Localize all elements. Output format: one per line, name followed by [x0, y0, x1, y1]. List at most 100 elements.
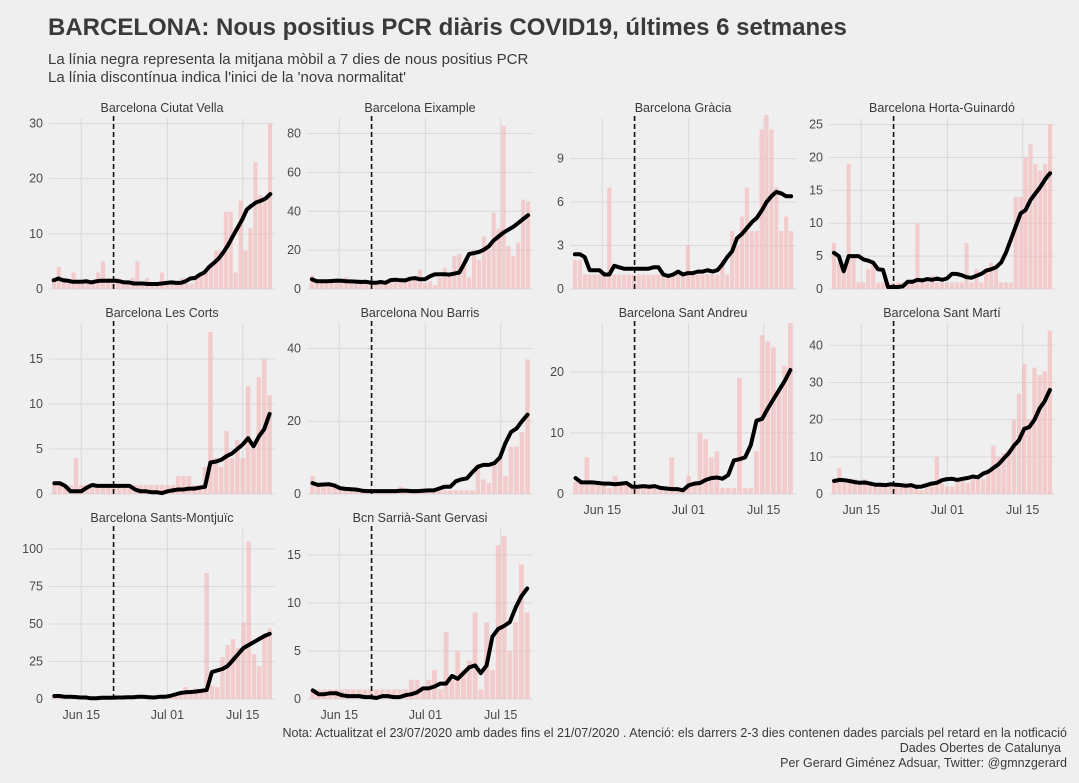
bar: [831, 482, 837, 494]
bar: [635, 487, 641, 494]
bar: [641, 487, 646, 494]
bar: [472, 612, 478, 699]
bar: [135, 261, 140, 289]
bar: [914, 486, 919, 494]
panel-title: Barcelona Gràcia: [635, 101, 732, 115]
bar: [1048, 124, 1053, 289]
bar: [720, 487, 725, 494]
x-tick-label: Jul 01: [151, 708, 184, 722]
bar: [996, 456, 1001, 494]
bar: [86, 283, 91, 289]
bar: [663, 487, 669, 494]
bar: [861, 282, 866, 289]
y-tick-label: 40: [287, 204, 301, 218]
bar: [920, 282, 925, 289]
bar: [238, 200, 243, 289]
moving-average-line: [309, 213, 531, 285]
chart-subtitle-2: La línia discontínua indica l'inici de l…: [48, 69, 406, 86]
bar: [233, 272, 238, 289]
bar: [332, 483, 337, 494]
bar: [831, 242, 836, 289]
bar: [1033, 164, 1038, 289]
bar: [496, 228, 501, 289]
bar: [61, 277, 66, 289]
bar: [929, 486, 934, 494]
bar: [437, 277, 442, 289]
y-tick-label: 0: [294, 692, 301, 706]
y-tick-label: 6: [557, 195, 564, 209]
bar: [267, 628, 272, 699]
bar: [447, 273, 452, 289]
bar: [453, 490, 459, 494]
bar: [759, 335, 765, 494]
bar: [329, 279, 334, 289]
moving-average-line: [52, 631, 272, 701]
bar: [974, 269, 979, 289]
bar: [358, 279, 364, 289]
bar: [769, 129, 774, 289]
bar: [959, 282, 964, 289]
bar: [248, 228, 253, 289]
bar: [572, 260, 577, 289]
bar: [154, 485, 159, 494]
bar: [408, 281, 413, 289]
y-tick-label: 75: [29, 580, 43, 594]
bar: [680, 274, 686, 289]
bar: [524, 612, 530, 699]
bar: [362, 689, 368, 699]
bar: [525, 359, 530, 494]
y-tick-label: 30: [809, 375, 823, 389]
panel-2: Barcelona Gràcia 0 3 6 9: [557, 101, 796, 296]
bar: [470, 490, 475, 494]
y-tick-label: 10: [29, 227, 43, 241]
bar: [443, 631, 449, 699]
bar: [354, 490, 359, 494]
bar: [1011, 419, 1017, 494]
bar: [862, 479, 868, 494]
panel-3: Barcelona Horta-Guinardó 0 5 10 15 20 25: [809, 101, 1055, 296]
bar: [506, 246, 511, 289]
bar: [597, 274, 602, 289]
bar: [873, 486, 878, 494]
bar: [939, 482, 945, 494]
panel-6: Barcelona Sant Andreu 0 10 20 Jun 15 Jul 01 Ju…: [550, 306, 796, 517]
bar: [66, 283, 71, 289]
panel-title: Barcelona Ciutat Vella: [101, 101, 224, 115]
bar: [495, 545, 501, 699]
panel-0: Barcelona Ciutat Vella 0 10 20 30: [29, 101, 275, 296]
bar: [461, 670, 466, 699]
y-tick-label: 15: [809, 183, 823, 197]
bar: [442, 267, 447, 289]
moving-average-line: [51, 192, 273, 286]
moving-average-line: [310, 586, 530, 700]
bar: [267, 395, 272, 494]
bar: [169, 283, 174, 289]
chart-subtitle-1: La línia negra representa la mitjana mòb…: [48, 51, 529, 68]
bar: [204, 272, 209, 289]
y-tick-label: 30: [29, 117, 43, 131]
y-tick-label: 0: [36, 692, 43, 706]
bar: [263, 200, 268, 289]
bar: [871, 262, 876, 289]
bar: [765, 341, 771, 494]
bar: [258, 195, 263, 289]
bar: [661, 274, 666, 289]
bar: [903, 482, 909, 494]
bar: [73, 458, 79, 494]
bar: [691, 481, 697, 494]
bar: [737, 377, 742, 494]
bar: [120, 283, 125, 289]
bar: [1023, 157, 1028, 289]
bar: [513, 622, 519, 699]
bar: [51, 277, 56, 289]
y-tick-label: 25: [809, 118, 823, 132]
bar: [420, 689, 426, 699]
footer-source: Dades Obertes de Catalunya: [899, 741, 1061, 755]
bar: [52, 485, 57, 494]
bar: [1043, 164, 1048, 289]
bar: [481, 236, 486, 289]
bar: [631, 274, 636, 289]
bar: [851, 256, 856, 289]
bar: [236, 648, 241, 699]
bar: [744, 187, 749, 289]
